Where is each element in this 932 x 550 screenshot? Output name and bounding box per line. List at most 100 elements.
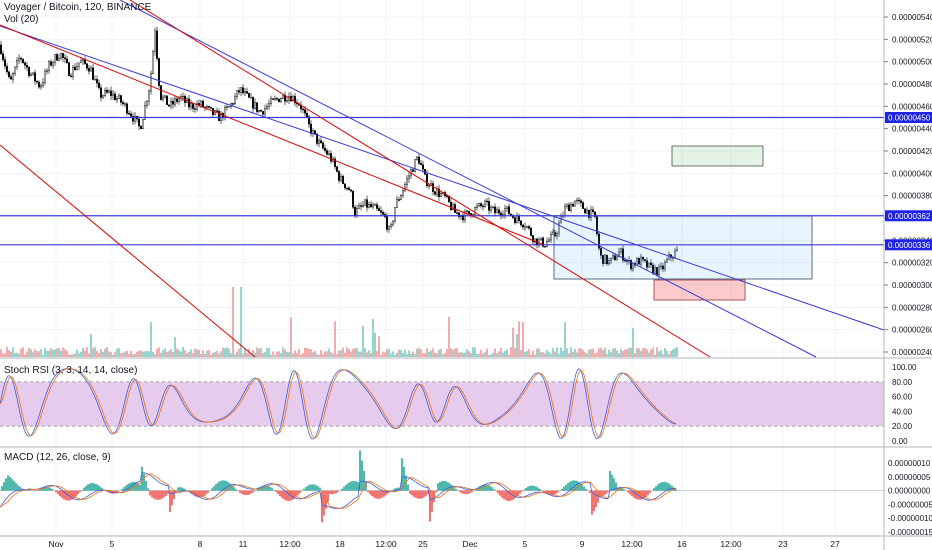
candle-body — [530, 228, 533, 236]
candle-body — [201, 100, 204, 108]
macd-histogram-bar — [285, 490, 287, 501]
macd-histogram-bar — [5, 478, 7, 491]
macd-histogram-bar — [349, 482, 351, 491]
macd-pane[interactable] — [0, 450, 884, 523]
candle-body — [97, 82, 100, 89]
volume-bar — [92, 348, 94, 357]
time-tick-label: 12:00 — [621, 539, 643, 549]
volume-bar — [202, 350, 204, 357]
volume-bar — [154, 354, 156, 357]
volume-bar — [274, 354, 276, 357]
volume-bar — [658, 351, 660, 357]
volume-bar — [252, 350, 254, 357]
candle-body — [181, 96, 184, 98]
candle-body — [386, 216, 389, 230]
volume-bar — [608, 349, 610, 357]
candle-body — [574, 200, 577, 207]
candle-body — [282, 95, 285, 99]
macd-histogram-bar — [403, 466, 405, 491]
macd-histogram-bar — [639, 490, 641, 500]
candle-body — [330, 153, 333, 162]
volume-bar — [206, 350, 208, 357]
volume-bar — [342, 347, 344, 357]
volume-bar — [226, 347, 228, 357]
candle-body — [153, 30, 156, 52]
stoch-rsi-d-line — [0, 368, 677, 439]
price-pane[interactable] — [0, 26, 679, 357]
macd-histogram-bar — [323, 490, 325, 516]
macd-histogram-bar — [281, 490, 283, 498]
stoch-rsi-pane[interactable] — [0, 368, 884, 440]
volume-bar — [278, 351, 280, 357]
macd-histogram-bar — [143, 473, 145, 491]
macd-histogram-bar — [675, 489, 677, 491]
candle-body — [504, 208, 507, 215]
macd-signal-line — [0, 473, 677, 509]
macd-histogram-bar — [609, 471, 611, 491]
volume-bar — [250, 352, 252, 357]
macd-histogram-bar — [663, 481, 665, 491]
macd-histogram-bar — [81, 489, 83, 491]
macd-histogram-bar — [263, 485, 265, 491]
volume-bar — [556, 347, 558, 357]
macd-histogram-bar — [331, 490, 333, 495]
candle-body — [570, 204, 573, 212]
volume-bar — [240, 287, 242, 357]
macd-histogram-bar — [273, 489, 275, 491]
candle-body — [610, 257, 613, 261]
volume-bar — [38, 351, 40, 357]
volume-bar — [224, 348, 226, 357]
candle-body — [564, 206, 567, 216]
macd-histogram-bar — [155, 490, 157, 500]
candle-body — [418, 156, 421, 164]
macd-histogram-bar — [415, 490, 417, 498]
macd-tick-label: -0.00000005 — [888, 500, 932, 509]
candle-body — [642, 256, 645, 260]
candle-body — [650, 262, 653, 266]
candle-body — [67, 62, 70, 76]
macd-histogram-bar — [605, 490, 607, 495]
macd-histogram-bar — [321, 490, 323, 523]
candle-body — [262, 111, 265, 115]
macd-histogram-bar — [461, 490, 463, 494]
range-box — [553, 215, 813, 280]
candle-body — [484, 200, 487, 207]
candle-body — [58, 57, 61, 61]
volume-bar — [570, 347, 572, 357]
candle-body — [348, 187, 351, 191]
candle-body — [87, 68, 90, 72]
macd-histogram-bar — [65, 490, 67, 501]
volume-bar — [646, 349, 648, 357]
candle-body — [488, 201, 491, 211]
macd-histogram-bar — [523, 489, 525, 491]
macd-histogram-bar — [133, 481, 135, 491]
candle-body — [496, 209, 499, 214]
volume-bar — [532, 350, 534, 357]
macd-histogram-bar — [551, 490, 553, 496]
macd-histogram-bar — [125, 485, 127, 491]
volume-bar — [182, 347, 184, 357]
macd-histogram-bar — [573, 480, 575, 491]
candle-body — [592, 209, 595, 212]
macd-histogram-bar — [149, 490, 151, 496]
candle-body — [217, 111, 220, 121]
volume-bar — [624, 349, 626, 357]
macd-histogram-bar — [229, 483, 231, 491]
chart-drawings[interactable] — [0, 0, 885, 358]
macd-histogram-bar — [371, 490, 373, 497]
volume-bar — [430, 350, 432, 357]
macd-tick-label: 0.00000010 — [888, 459, 931, 468]
volume-bar — [24, 354, 26, 357]
candle-body — [356, 208, 359, 216]
candle-body — [328, 153, 331, 155]
candle-body — [468, 210, 471, 214]
macd-histogram-bar — [569, 481, 571, 491]
volume-bar — [212, 352, 214, 357]
macd-histogram-bar — [51, 488, 53, 491]
volume-bar — [150, 322, 152, 357]
candle-body — [338, 171, 341, 181]
candle-body — [498, 209, 501, 214]
volume-bar — [398, 349, 400, 357]
candle-body — [65, 58, 68, 63]
